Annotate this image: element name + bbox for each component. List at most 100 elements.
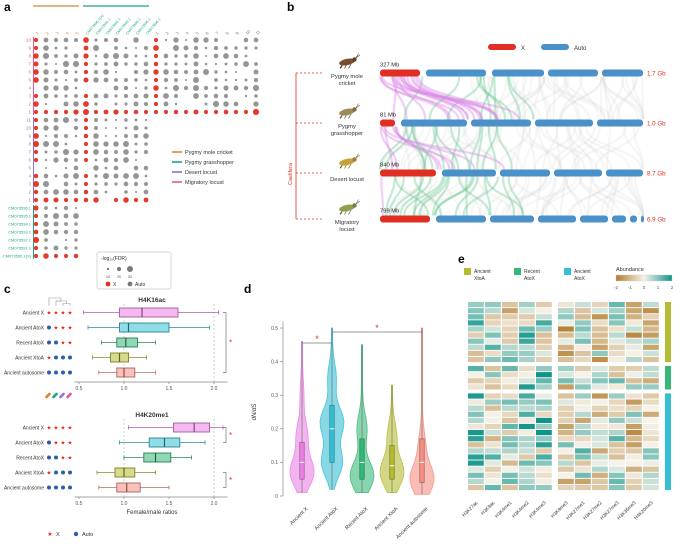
category-label: Recent AtoX bbox=[344, 506, 369, 531]
auto-dot-icon bbox=[47, 485, 51, 490]
heat-cell bbox=[626, 472, 642, 478]
heat-cell bbox=[519, 454, 535, 460]
synteny-ribbon bbox=[446, 76, 483, 120]
x-dot bbox=[83, 117, 89, 123]
heat-cell bbox=[626, 460, 642, 466]
heat-cell bbox=[592, 436, 608, 442]
heat-cell bbox=[536, 350, 552, 356]
auto-dot bbox=[94, 118, 98, 122]
heat-cell bbox=[609, 326, 625, 332]
synteny-ribbon bbox=[627, 176, 642, 216]
x-dot bbox=[153, 53, 159, 59]
auto-dot bbox=[223, 93, 229, 99]
auto-dot bbox=[74, 38, 78, 42]
auto-dot bbox=[42, 140, 50, 148]
x-dot bbox=[63, 197, 69, 203]
synteny-ribbon bbox=[385, 176, 424, 216]
x-dot bbox=[33, 93, 39, 99]
heat-cell bbox=[609, 384, 625, 390]
synteny-ribbon bbox=[413, 126, 438, 170]
synteny-ribbon bbox=[403, 176, 444, 216]
heat-cell bbox=[468, 384, 484, 390]
synteny-ribbon bbox=[578, 176, 613, 216]
species-name: Pygmy mole bbox=[331, 74, 363, 80]
auto-dot bbox=[244, 94, 248, 98]
row-label: 5 bbox=[28, 78, 31, 83]
auto-dot bbox=[43, 125, 49, 131]
auto-dot bbox=[63, 181, 69, 187]
auto-dot bbox=[123, 93, 129, 99]
auto-dot bbox=[144, 118, 148, 122]
heat-cell bbox=[485, 384, 501, 390]
synteny-ribbon bbox=[402, 126, 411, 170]
auto-dot bbox=[203, 37, 209, 43]
auto-dot bbox=[134, 150, 138, 154]
auto-dot bbox=[94, 126, 98, 130]
x-dot bbox=[43, 253, 49, 259]
auto-dot bbox=[183, 45, 189, 51]
synteny-ribbon bbox=[482, 126, 503, 170]
auto-dot bbox=[213, 53, 219, 59]
synteny-ribbon bbox=[552, 76, 556, 120]
synteny-ribbon bbox=[498, 76, 546, 120]
size-legend-dot bbox=[106, 267, 110, 271]
heat-cell bbox=[519, 442, 535, 448]
species-legend-label: Desert locust bbox=[185, 170, 218, 176]
heat-cell bbox=[575, 448, 591, 454]
auto-dot bbox=[114, 118, 118, 122]
heat-cell bbox=[575, 366, 591, 372]
genome-size-label: 6.9 Gb bbox=[647, 217, 666, 224]
auto-chromosome-bar bbox=[602, 69, 643, 77]
synteny-ribbon bbox=[413, 126, 426, 170]
heat-cell bbox=[519, 372, 535, 378]
heat-cell bbox=[485, 484, 501, 491]
x-dot bbox=[83, 93, 89, 99]
heat-cell bbox=[468, 430, 484, 436]
heat-cell bbox=[558, 417, 574, 423]
auto-dot bbox=[143, 69, 149, 75]
auto-dot bbox=[63, 213, 69, 219]
row-label: 1 bbox=[28, 198, 31, 203]
synteny-ribbon bbox=[559, 76, 604, 120]
heat-cell bbox=[536, 430, 552, 436]
row-label: 4 bbox=[28, 86, 31, 91]
legend-auto-label: Auto bbox=[82, 532, 93, 538]
heat-cell bbox=[558, 308, 574, 314]
category-label: Ancient AtoX bbox=[314, 506, 340, 532]
heat-cell bbox=[558, 356, 574, 363]
auto-dot bbox=[103, 53, 109, 59]
x-dot bbox=[93, 109, 99, 115]
x-dot bbox=[153, 109, 159, 115]
synteny-ribbon bbox=[447, 126, 502, 170]
heat-cell bbox=[536, 344, 552, 350]
col-label: 10 bbox=[244, 28, 251, 35]
auto-dot bbox=[133, 173, 139, 179]
size-legend-label: 20 bbox=[117, 275, 121, 279]
synteny-ribbon bbox=[541, 176, 569, 216]
x-star-icon: ★ bbox=[61, 440, 66, 447]
heat-cell bbox=[609, 472, 625, 478]
heat-cell bbox=[558, 384, 574, 390]
synteny-ribbon bbox=[400, 126, 417, 170]
col-label: 1 bbox=[154, 30, 160, 36]
sig-star: * bbox=[229, 476, 232, 485]
heat-cell bbox=[575, 378, 591, 384]
synteny-ribbon bbox=[586, 176, 631, 216]
x-dot bbox=[53, 197, 59, 203]
synteny-ribbon bbox=[465, 76, 492, 120]
auto-dot bbox=[143, 165, 149, 171]
auto-dot bbox=[133, 93, 139, 99]
heat-cell bbox=[536, 472, 552, 478]
synteny-ribbon bbox=[391, 126, 476, 170]
category-label: Ancient AtoX bbox=[15, 440, 44, 446]
synteny-ribbon bbox=[540, 176, 556, 216]
heat-cell bbox=[575, 399, 591, 405]
auto-dot bbox=[113, 173, 119, 179]
heat-cell bbox=[519, 366, 535, 372]
auto-dot bbox=[234, 70, 238, 74]
synteny-ribbon bbox=[493, 76, 497, 120]
x-dot bbox=[173, 109, 179, 115]
synteny-ribbon bbox=[476, 126, 484, 170]
auto-dot bbox=[63, 69, 69, 75]
legend-box bbox=[96, 251, 172, 290]
